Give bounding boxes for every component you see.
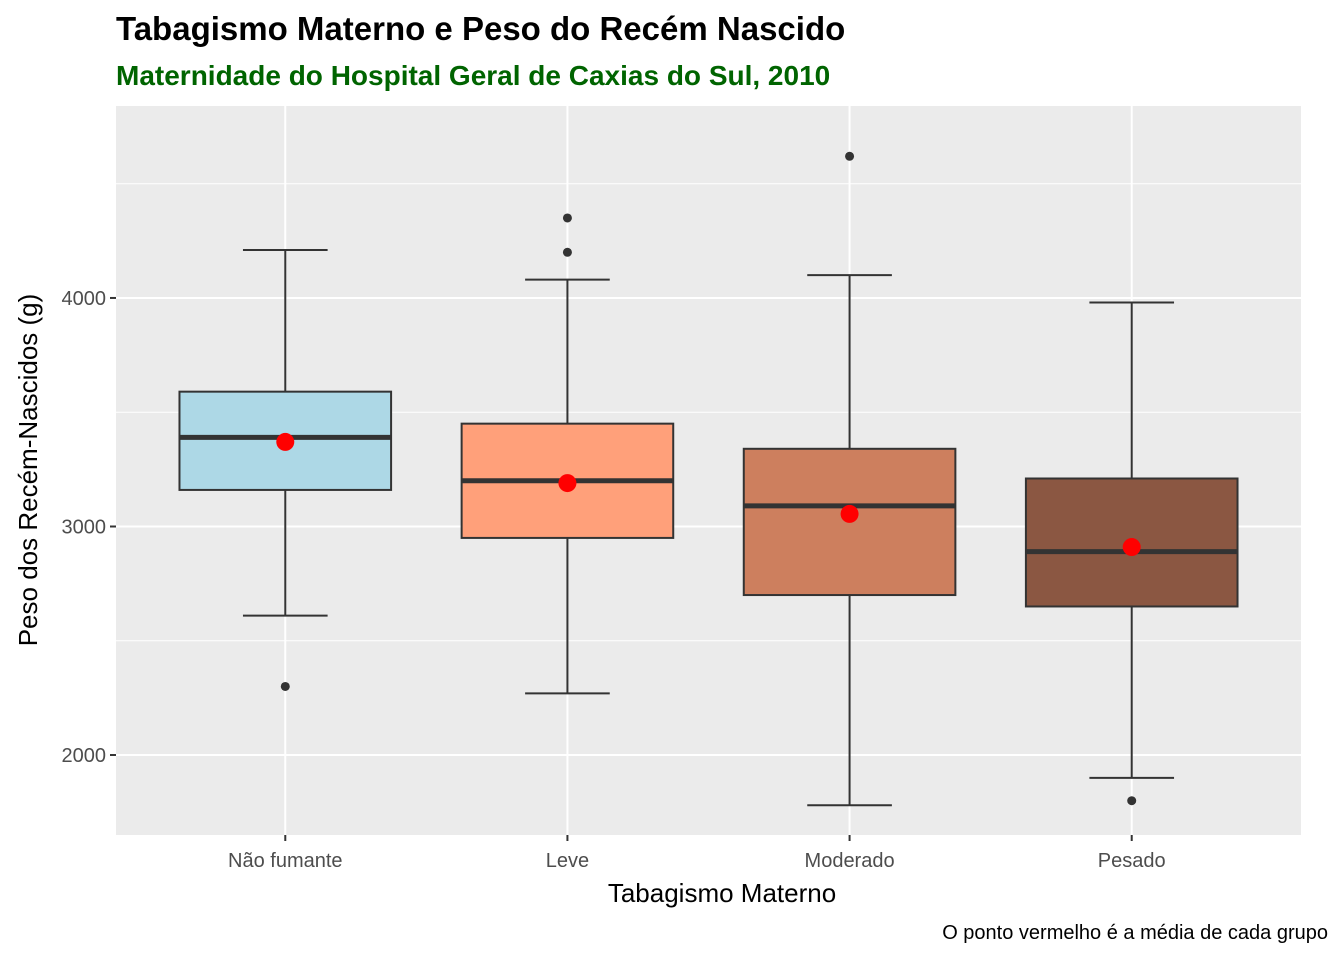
- y-axis-ticks: 2000 3000 4000: [62, 288, 116, 767]
- box-group: [460, 213, 675, 695]
- x-axis-title: Tabagismo Materno: [608, 878, 836, 908]
- outlier-point: [562, 247, 572, 257]
- mean-point: [558, 474, 577, 493]
- box-group: [742, 151, 957, 807]
- x-tick-label: Moderado: [805, 850, 895, 872]
- y-tick-label: 4000: [62, 288, 107, 310]
- y-axis-title: Peso dos Recém-Nascidos (g): [13, 294, 43, 647]
- mean-point: [276, 432, 295, 451]
- mean-point: [1122, 538, 1141, 557]
- outlier-point: [1127, 796, 1137, 806]
- x-tick-label: Não fumante: [228, 850, 343, 872]
- mean-point: [840, 504, 859, 523]
- boxes: [178, 151, 1239, 807]
- box-group: [1024, 301, 1239, 806]
- chart-title: Tabagismo Materno e Peso do Recém Nascid…: [116, 10, 846, 47]
- y-tick-label: 3000: [62, 516, 107, 538]
- chart-caption: O ponto vermelho é a média de cada grupo: [942, 922, 1328, 944]
- box-group: [178, 248, 393, 691]
- x-tick-label: Pesado: [1098, 850, 1166, 872]
- x-axis-ticks: Não fumante Leve Moderado Pesado: [228, 835, 1166, 872]
- y-tick-label: 2000: [62, 745, 107, 767]
- chart-subtitle: Maternidade do Hospital Geral de Caxias …: [116, 60, 831, 91]
- x-tick-label: Leve: [546, 850, 589, 872]
- outlier-point: [280, 681, 290, 691]
- outlier-point: [562, 213, 572, 223]
- outlier-point: [845, 151, 855, 161]
